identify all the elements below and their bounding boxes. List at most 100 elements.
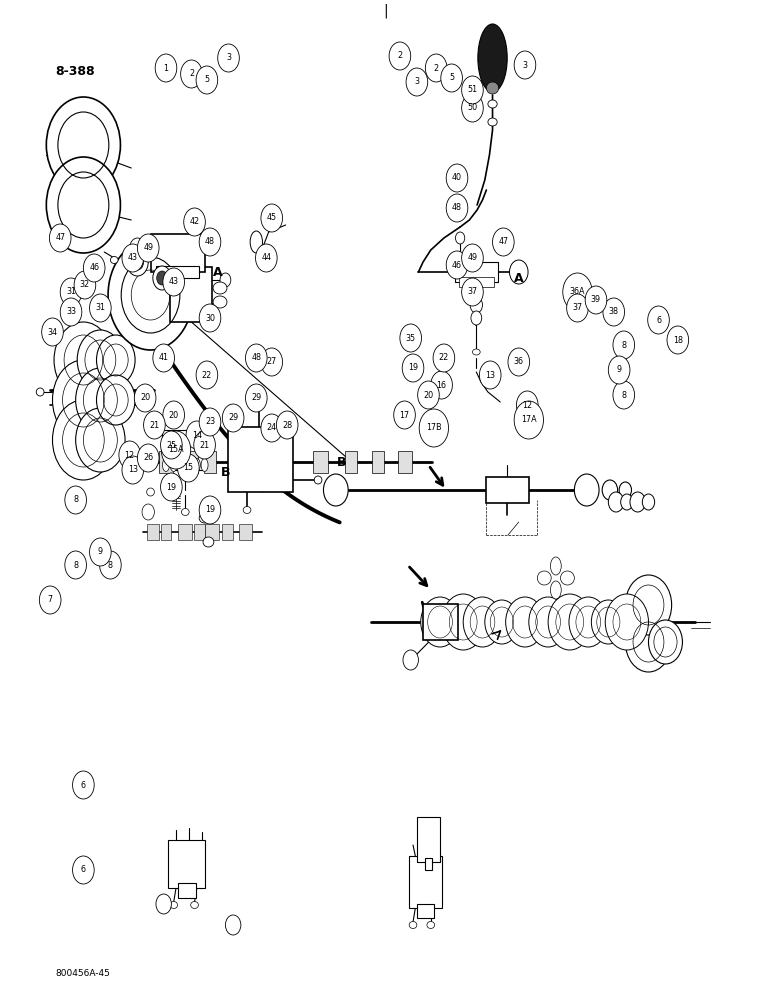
Circle shape: [418, 381, 439, 409]
Text: 6: 6: [81, 780, 86, 790]
Bar: [178, 883, 196, 898]
Text: A: A: [514, 271, 523, 284]
Circle shape: [261, 348, 283, 376]
Text: 8: 8: [108, 560, 113, 569]
Circle shape: [60, 298, 82, 326]
Text: 33: 33: [66, 308, 76, 316]
Circle shape: [446, 194, 468, 222]
Text: 13: 13: [486, 370, 495, 379]
Circle shape: [54, 322, 113, 398]
Ellipse shape: [250, 231, 262, 253]
Bar: [156, 266, 199, 278]
Text: 17: 17: [399, 410, 410, 420]
Circle shape: [425, 54, 447, 82]
Circle shape: [261, 204, 283, 232]
Circle shape: [46, 97, 120, 193]
Circle shape: [605, 594, 648, 650]
Circle shape: [77, 330, 124, 390]
Circle shape: [83, 254, 105, 282]
Circle shape: [127, 248, 148, 276]
Text: 48: 48: [252, 354, 261, 362]
Circle shape: [493, 228, 514, 256]
Text: B: B: [221, 466, 230, 479]
Circle shape: [49, 224, 71, 252]
Text: 22: 22: [438, 354, 449, 362]
Bar: [228, 427, 293, 492]
Text: 12: 12: [522, 400, 533, 410]
Bar: [185, 451, 198, 473]
Ellipse shape: [314, 476, 322, 484]
Circle shape: [462, 244, 483, 272]
Text: 17B: 17B: [426, 423, 442, 432]
Bar: [162, 430, 208, 470]
Circle shape: [400, 324, 422, 352]
Text: 8-388: 8-388: [56, 65, 95, 78]
Bar: [425, 858, 432, 870]
Text: 46: 46: [452, 260, 462, 269]
Circle shape: [648, 306, 669, 334]
Text: 41: 41: [159, 354, 168, 362]
Text: 44: 44: [262, 253, 271, 262]
Bar: [313, 451, 328, 473]
Text: 36: 36: [514, 358, 523, 366]
Circle shape: [625, 612, 672, 672]
Ellipse shape: [178, 458, 185, 472]
Text: 27: 27: [266, 358, 277, 366]
Ellipse shape: [170, 902, 178, 908]
Text: 3: 3: [415, 78, 419, 87]
Ellipse shape: [488, 100, 497, 108]
Circle shape: [261, 414, 283, 442]
Text: 23: 23: [205, 417, 215, 426]
Circle shape: [163, 401, 185, 429]
Bar: [423, 604, 458, 640]
Circle shape: [39, 586, 61, 614]
Circle shape: [603, 298, 625, 326]
Circle shape: [76, 368, 125, 432]
Circle shape: [402, 354, 424, 382]
Circle shape: [137, 444, 159, 472]
Ellipse shape: [409, 922, 417, 928]
Bar: [459, 277, 494, 287]
Text: 46: 46: [90, 263, 99, 272]
Bar: [417, 817, 440, 862]
Text: 2: 2: [398, 51, 402, 60]
Text: 51: 51: [467, 86, 478, 95]
Circle shape: [514, 401, 543, 439]
Text: 32: 32: [80, 280, 90, 289]
Circle shape: [463, 597, 502, 647]
Ellipse shape: [181, 508, 189, 516]
Circle shape: [73, 856, 94, 884]
Circle shape: [96, 335, 135, 385]
Ellipse shape: [36, 388, 44, 396]
Text: 20: 20: [423, 390, 434, 399]
Text: 3: 3: [523, 60, 527, 70]
Bar: [161, 524, 171, 540]
Text: 8: 8: [621, 340, 626, 350]
Circle shape: [510, 260, 528, 284]
Text: 20: 20: [168, 410, 179, 420]
Circle shape: [431, 371, 452, 399]
Text: 49: 49: [467, 253, 478, 262]
Text: 19: 19: [408, 363, 418, 372]
Text: 37: 37: [467, 288, 478, 296]
Text: 2: 2: [189, 70, 194, 79]
Circle shape: [446, 164, 468, 192]
Bar: [222, 524, 233, 540]
Ellipse shape: [478, 24, 507, 92]
Circle shape: [613, 331, 635, 359]
Circle shape: [648, 620, 682, 664]
Circle shape: [403, 650, 418, 670]
Circle shape: [155, 54, 177, 82]
Text: 15A: 15A: [168, 446, 184, 454]
Text: 29: 29: [251, 393, 262, 402]
Circle shape: [122, 244, 144, 272]
Text: 20: 20: [140, 393, 151, 402]
Text: 25: 25: [166, 441, 177, 450]
Circle shape: [462, 76, 483, 104]
Circle shape: [122, 456, 144, 484]
Circle shape: [419, 409, 449, 447]
Circle shape: [194, 431, 215, 459]
Circle shape: [619, 482, 631, 498]
Bar: [345, 451, 357, 473]
Text: B: B: [337, 456, 346, 468]
